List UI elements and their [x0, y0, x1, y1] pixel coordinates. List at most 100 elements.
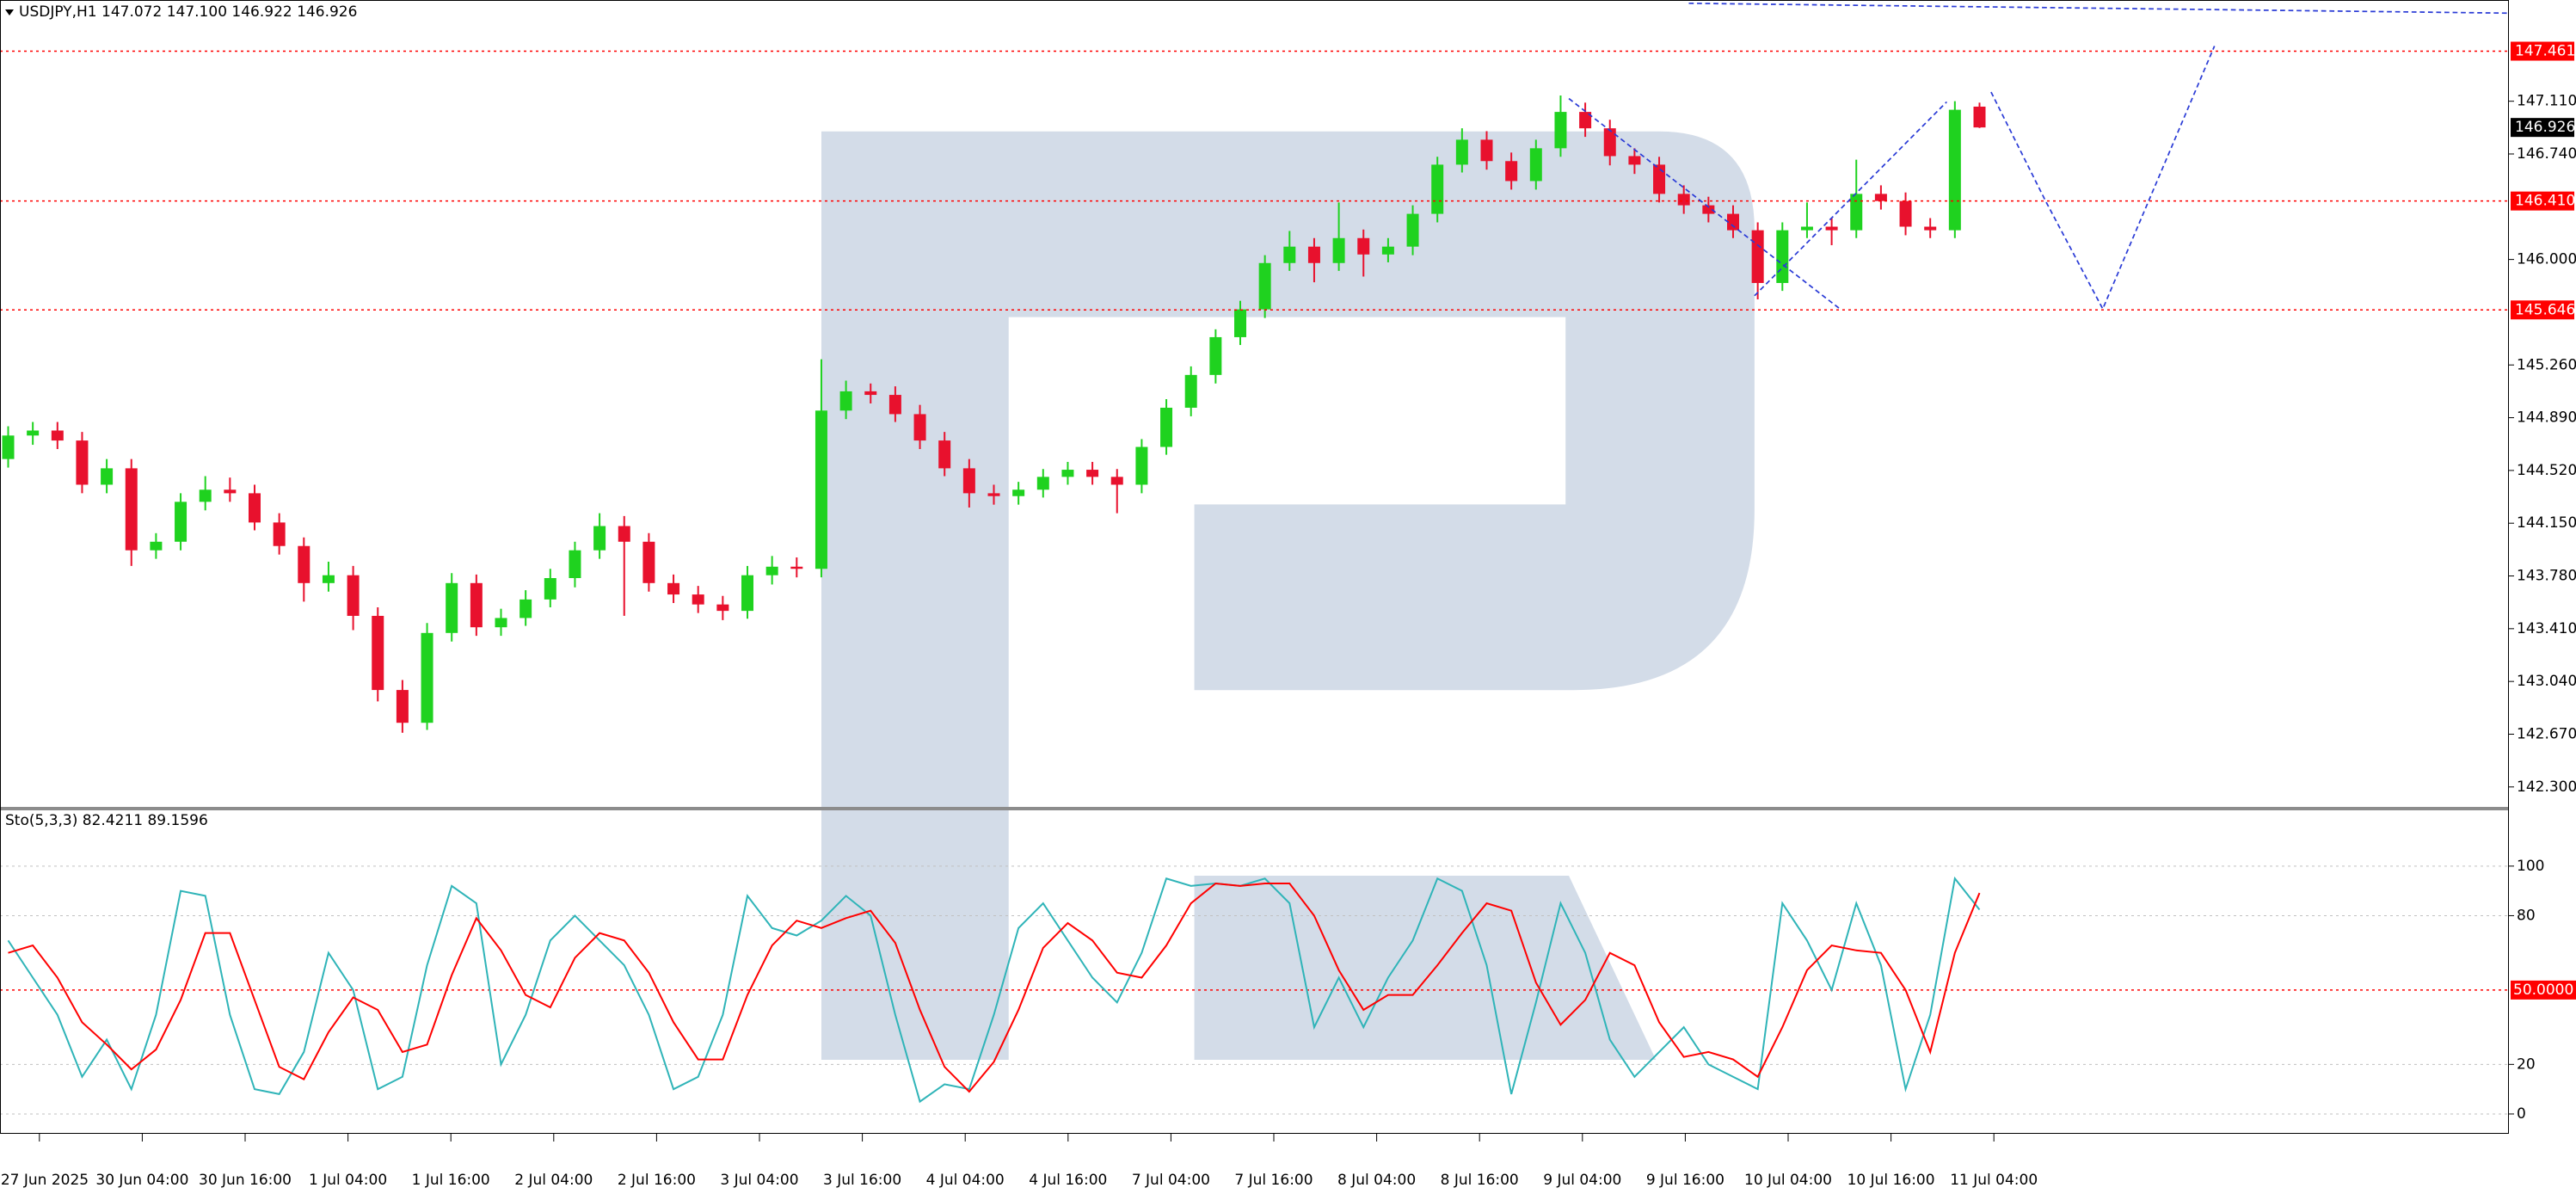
level-label-box [2511, 41, 2574, 61]
y-tick-label: 144.150 [2517, 514, 2576, 532]
candle-body [765, 566, 778, 575]
y-tick-label: 143.410 [2517, 620, 2576, 637]
candle-body [273, 522, 286, 546]
frame [0, 0, 2509, 1134]
candle-body [1628, 156, 1641, 165]
y-tick-label: 143.780 [2517, 568, 2576, 585]
candle-body [1480, 139, 1493, 162]
candle-body [76, 440, 89, 485]
candle-body [1258, 262, 1271, 310]
level-label-box [2511, 980, 2576, 1000]
candle-body [1505, 161, 1518, 182]
plot-layer [0, 50, 2509, 1115]
x-tick-label: 8 Jul 16:00 [1441, 1172, 1519, 1189]
candle-body [1874, 194, 1887, 201]
candle-body [347, 575, 360, 616]
x-tick-label: 2 Jul 04:00 [514, 1172, 593, 1189]
indicator-title: Sto(5,3,3) 82.4211 89.1596 [5, 812, 208, 829]
candle-body [322, 575, 335, 583]
y-tick-label: 100 [2517, 858, 2544, 875]
candle-body [544, 578, 556, 600]
candle-body [1603, 128, 1616, 157]
candle-body [1357, 237, 1370, 255]
x-tick-label: 4 Jul 16:00 [1029, 1172, 1107, 1189]
candle-body [962, 468, 975, 494]
y-tick-label: 142.300 [2517, 779, 2576, 796]
x-tick-label: 8 Jul 04:00 [1337, 1172, 1416, 1189]
candle-body [1160, 407, 1173, 447]
candle-body [421, 632, 433, 723]
candle-body [150, 541, 163, 551]
candle-body [1431, 164, 1444, 214]
last-price-box [2511, 118, 2574, 138]
candle-body [1973, 106, 1986, 128]
watermark-leg [1194, 876, 1657, 1060]
watermark [821, 131, 1755, 1060]
candle-body [839, 391, 852, 411]
candle-body [1825, 226, 1838, 231]
y-tick-label: 147.110 [2517, 93, 2576, 110]
level-label: 147.461 [2515, 42, 2575, 59]
candle-body [569, 550, 581, 579]
candle-body [2, 435, 15, 459]
x-tick-label: 27 Jun 2025 [1, 1172, 89, 1189]
candle-body [298, 545, 310, 583]
x-tick-label: 2 Jul 16:00 [618, 1172, 696, 1189]
forecast-line [1688, 2, 2509, 15]
candle-body [1554, 112, 1567, 149]
candle-body [470, 582, 483, 628]
forecast-line [1990, 46, 2216, 311]
candle-body [1455, 139, 1468, 165]
candle-body [27, 430, 40, 436]
menu-arrow [5, 9, 14, 15]
candle-body [1800, 226, 1813, 231]
candle-body [175, 502, 188, 542]
candle-body [593, 526, 606, 551]
candle-body [249, 493, 261, 523]
candle-body [224, 489, 237, 494]
candle-body [1727, 213, 1739, 231]
candle-body [1110, 477, 1123, 485]
level-label: 146.410 [2515, 193, 2575, 210]
candle-body [396, 690, 409, 723]
candle-body [1702, 205, 1715, 214]
forecast-line [1754, 101, 1947, 297]
x-tick-label: 30 Jun 04:00 [95, 1172, 188, 1189]
candle-body [101, 468, 114, 485]
candle-body [1332, 237, 1345, 263]
x-tick-label: 3 Jul 04:00 [720, 1172, 798, 1189]
level-label-box [2511, 300, 2574, 320]
candle-body [495, 618, 507, 628]
y-tick-label: 142.670 [2517, 725, 2576, 742]
candle-body [1948, 109, 1961, 231]
x-tick-label: 10 Jul 04:00 [1744, 1172, 1832, 1189]
candle-body [1234, 309, 1246, 337]
candle-body [1529, 148, 1542, 182]
candle-body [199, 489, 212, 502]
candle-body [1899, 200, 1912, 227]
x-tick-label: 1 Jul 16:00 [412, 1172, 490, 1189]
x-tick-label: 3 Jul 16:00 [823, 1172, 901, 1189]
candle-body [1850, 194, 1863, 231]
level-label: 145.646 [2515, 301, 2575, 318]
candle-body [1677, 194, 1690, 206]
candle-body [446, 582, 458, 633]
y-tick-label: 144.520 [2517, 462, 2576, 479]
x-tick-label: 7 Jul 04:00 [1132, 1172, 1210, 1189]
y-tick-label: 0 [2517, 1105, 2526, 1123]
candle-body [741, 575, 753, 612]
candle-body [864, 391, 877, 396]
y-tick-label: 146.000 [2517, 251, 2576, 268]
y-tick-label: 145.260 [2517, 356, 2576, 373]
x-tick-label: 4 Jul 04:00 [926, 1172, 1005, 1189]
candle-body [642, 541, 655, 583]
candle-body [1307, 246, 1320, 263]
last-price-label: 146.926 [2515, 119, 2575, 136]
y-tick-label: 20 [2517, 1056, 2536, 1073]
level-label: 50.0000 [2513, 982, 2573, 999]
candle-body [1406, 213, 1419, 247]
y-tick-label: 143.040 [2517, 673, 2576, 690]
candle-body [692, 594, 704, 605]
x-tick-label: 10 Jul 16:00 [1847, 1172, 1935, 1189]
